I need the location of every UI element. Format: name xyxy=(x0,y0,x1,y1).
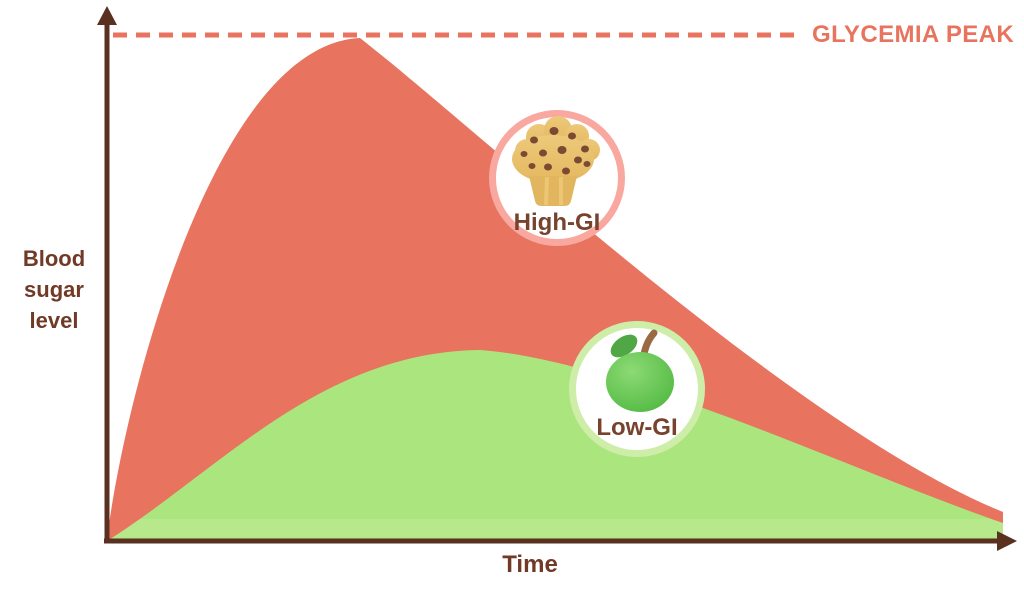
high-gi-badge xyxy=(489,110,625,246)
low-gi-badge xyxy=(569,321,705,457)
y-axis-arrow-icon xyxy=(97,6,117,25)
low-gi-area xyxy=(107,350,1003,541)
apple-icon xyxy=(606,329,674,412)
x-axis-arrow-icon xyxy=(997,531,1017,551)
muffin-icon xyxy=(512,116,600,206)
